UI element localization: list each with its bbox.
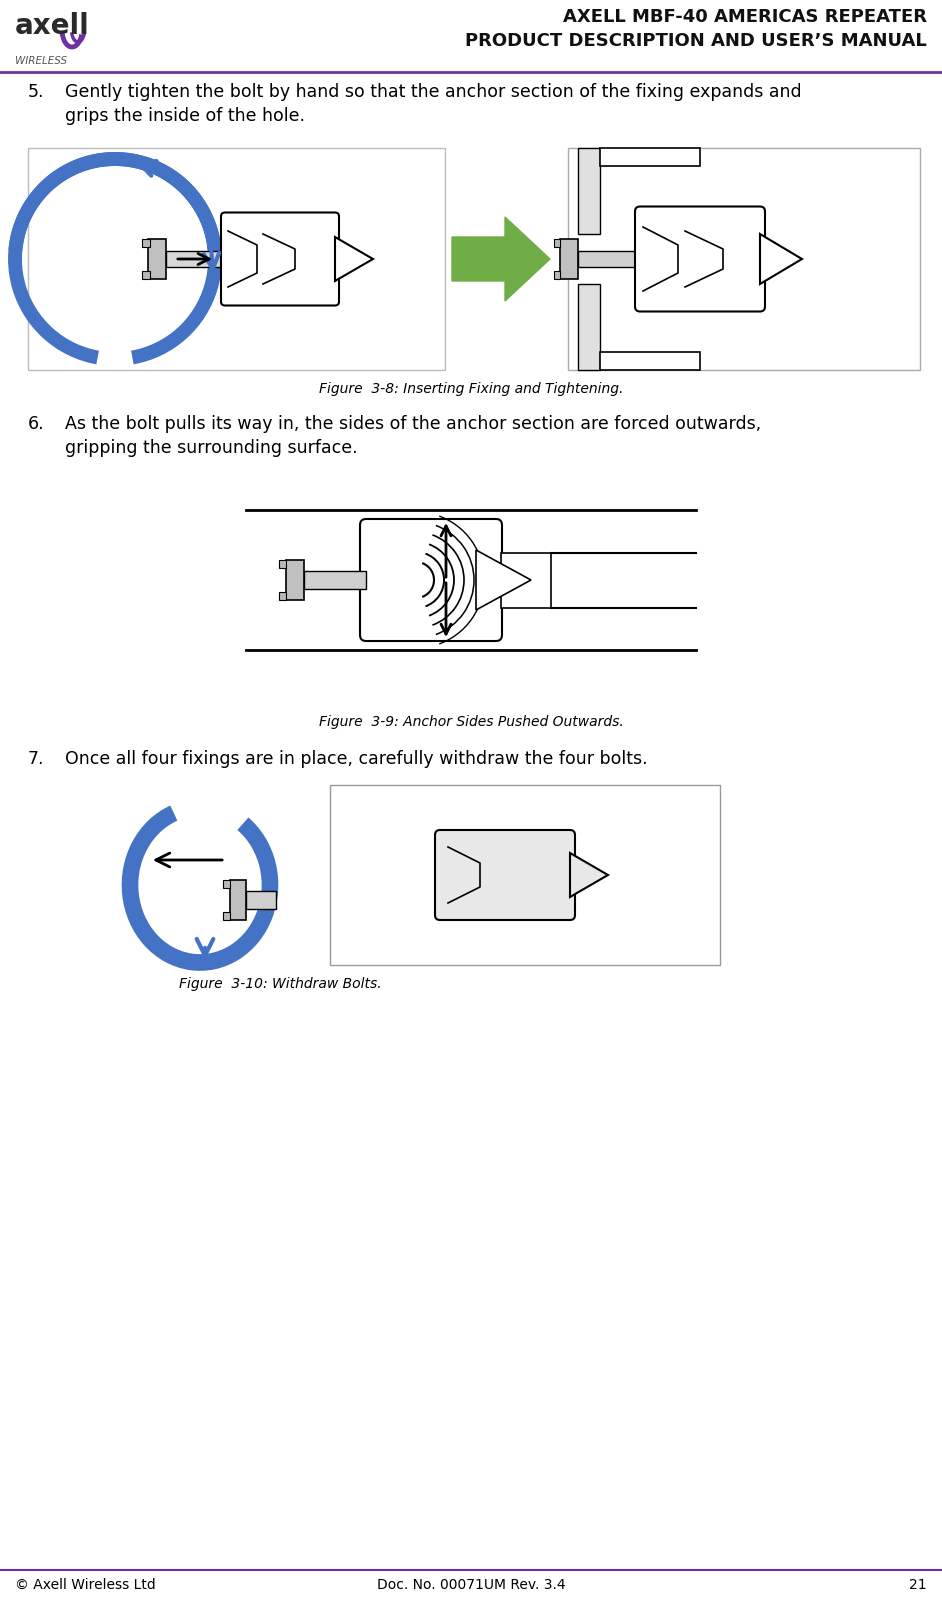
Bar xyxy=(223,880,230,888)
Text: © Axell Wireless Ltd: © Axell Wireless Ltd xyxy=(15,1578,155,1592)
Bar xyxy=(279,592,286,600)
Text: 6.: 6. xyxy=(28,414,44,434)
Bar xyxy=(554,238,560,246)
Text: Once all four fixings are in place, carefully withdraw the four bolts.: Once all four fixings are in place, care… xyxy=(65,750,648,768)
FancyBboxPatch shape xyxy=(360,518,502,642)
FancyBboxPatch shape xyxy=(635,206,765,312)
Bar xyxy=(330,786,720,965)
Text: 21: 21 xyxy=(909,1578,927,1592)
Bar xyxy=(142,238,150,246)
Text: Figure  3-9: Anchor Sides Pushed Outwards.: Figure 3-9: Anchor Sides Pushed Outwards… xyxy=(318,715,624,730)
Bar xyxy=(142,270,150,278)
Polygon shape xyxy=(335,237,373,282)
Text: Doc. No. 00071UM Rev. 3.4: Doc. No. 00071UM Rev. 3.4 xyxy=(377,1578,565,1592)
Text: AXELL MBF-40 AMERICAS REPEATER: AXELL MBF-40 AMERICAS REPEATER xyxy=(563,8,927,26)
Bar xyxy=(148,238,166,278)
Bar xyxy=(166,251,226,267)
Bar xyxy=(28,149,445,370)
Text: Figure  3-8: Inserting Fixing and Tightening.: Figure 3-8: Inserting Fixing and Tighten… xyxy=(318,382,624,395)
Bar xyxy=(279,560,286,568)
Bar xyxy=(223,912,230,920)
Bar xyxy=(246,891,276,909)
Polygon shape xyxy=(570,853,608,898)
Text: 7.: 7. xyxy=(28,750,44,768)
Bar xyxy=(560,238,578,278)
Text: WIRELESS: WIRELESS xyxy=(15,56,67,66)
Bar xyxy=(600,149,700,166)
Polygon shape xyxy=(452,218,550,301)
Bar xyxy=(230,880,246,920)
Bar xyxy=(304,571,366,589)
Text: As the bolt pulls its way in, the sides of the anchor section are forced outward: As the bolt pulls its way in, the sides … xyxy=(65,414,761,434)
Bar xyxy=(578,251,650,267)
Bar xyxy=(286,560,304,600)
Bar xyxy=(578,285,600,370)
Text: Gently tighten the bolt by hand so that the anchor section of the fixing expands: Gently tighten the bolt by hand so that … xyxy=(65,83,802,101)
FancyBboxPatch shape xyxy=(221,213,339,306)
Text: PRODUCT DESCRIPTION AND USER’S MANUAL: PRODUCT DESCRIPTION AND USER’S MANUAL xyxy=(465,32,927,50)
Bar xyxy=(578,149,600,234)
Polygon shape xyxy=(760,234,802,285)
Text: gripping the surrounding surface.: gripping the surrounding surface. xyxy=(65,438,358,458)
Bar xyxy=(501,552,551,608)
Text: 5.: 5. xyxy=(28,83,44,101)
Bar xyxy=(554,270,560,278)
Bar xyxy=(568,149,920,370)
Text: axell: axell xyxy=(15,11,89,40)
Bar xyxy=(600,352,700,370)
Text: grips the inside of the hole.: grips the inside of the hole. xyxy=(65,107,305,125)
Text: Figure  3-10: Withdraw Bolts.: Figure 3-10: Withdraw Bolts. xyxy=(179,978,382,990)
Polygon shape xyxy=(476,550,531,610)
FancyBboxPatch shape xyxy=(435,830,575,920)
